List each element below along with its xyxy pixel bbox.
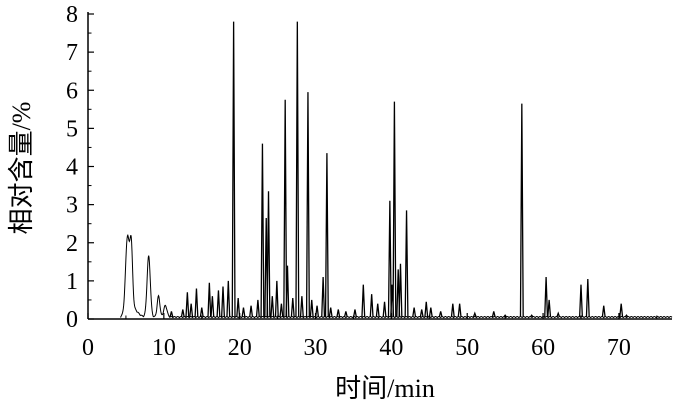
y-axis-label: 相对含量/% [7, 102, 36, 235]
trace-layer [120, 21, 673, 319]
y-tick-label: 1 [66, 269, 78, 295]
chromatogram-peak [260, 143, 265, 318]
x-tick-label: 60 [531, 335, 555, 361]
chromatogram-peak [283, 99, 288, 318]
chromatogram-peak [529, 314, 534, 318]
chromatogram-peak [305, 92, 310, 318]
chromatogram-peak [412, 307, 417, 318]
chromatogram-peak [315, 305, 320, 318]
chromatogram-peak [369, 294, 374, 318]
chromatogram-peak [189, 303, 194, 318]
y-tick-label: 3 [66, 193, 78, 219]
chromatogram-peak [556, 311, 561, 318]
chromatogram-peak [169, 311, 174, 318]
chromatogram-peak [220, 286, 226, 318]
chromatogram-peak [309, 299, 314, 318]
chromatogram-peak [491, 311, 496, 318]
chromatogram-peak [249, 305, 254, 318]
chromatogram-peak [295, 21, 300, 318]
x-axis-label: 时间/min [335, 374, 435, 403]
y-tick-label: 5 [66, 116, 78, 142]
chromatogram-peak [424, 301, 429, 318]
chromatogram-peak [299, 296, 304, 318]
chromatogram-peak [343, 311, 348, 318]
chromatogram-peak [290, 297, 295, 318]
y-tick-label: 7 [66, 40, 78, 66]
chromatogram-peak [601, 305, 606, 318]
axis-layer: 0 1 2 3 4 5 6 7 8 0 10 20 30 40 50 60 70 [66, 2, 672, 361]
chromatogram-peak [231, 21, 236, 318]
y-tick-label: 4 [66, 155, 78, 181]
x-tick-label: 10 [152, 335, 176, 361]
chromatogram-peak [324, 153, 329, 318]
chromatogram-peak [361, 284, 366, 318]
chromatogram-peak [519, 103, 524, 318]
y-tick-label: 8 [66, 2, 78, 28]
chromatogram-peak [328, 307, 333, 318]
y-tick-label: 0 [66, 307, 78, 333]
chromatogram-peak [392, 101, 397, 318]
chromatogram-peak [398, 263, 403, 318]
x-tick-label: 70 [607, 335, 631, 361]
chromatogram-peak [180, 309, 185, 318]
chromatogram-peak [578, 284, 583, 318]
chromatogram-peak [194, 288, 199, 318]
chromatogram-peak [210, 296, 215, 318]
chromatogram-peak [624, 314, 629, 318]
chromatogram-peak [255, 299, 260, 318]
x-tick-label: 0 [82, 335, 94, 361]
chromatogram-peak [274, 280, 279, 318]
chromatogram-peak [321, 277, 326, 318]
chromatogram-peak [438, 311, 443, 318]
chromatogram-peak [279, 303, 284, 318]
y-tick-label: 6 [66, 78, 78, 104]
chromatogram-peak [503, 314, 508, 318]
x-tick-label: 20 [228, 335, 252, 361]
chromatogram-peak [457, 303, 462, 318]
chromatogram-peak [547, 299, 552, 318]
x-tick-label: 50 [455, 335, 479, 361]
chromatogram-peak [285, 265, 290, 318]
chromatogram-peak [419, 309, 424, 318]
chromatogram-peak [472, 311, 477, 318]
chromatogram-peak [241, 307, 246, 318]
chromatogram-peak [428, 307, 433, 318]
chromatogram-peak [544, 277, 549, 318]
x-tick-label: 30 [304, 335, 328, 361]
y-tick-label: 2 [66, 231, 78, 257]
chromatogram-peak [336, 309, 341, 318]
chromatogram-peak [199, 307, 204, 318]
chromatogram-peak [207, 282, 212, 318]
chromatogram-peak [585, 278, 590, 318]
chromatogram-peak [270, 296, 275, 318]
chromatogram-peak [352, 309, 357, 318]
chromatogram-peak [375, 303, 380, 318]
chromatogram-peak [404, 210, 409, 318]
chromatogram-peak [226, 280, 231, 318]
chromatogram-peak [236, 297, 241, 318]
x-tick-label: 40 [379, 335, 403, 361]
chromatogram-peak [266, 191, 271, 318]
chromatogram-peak [450, 303, 455, 318]
chromatogram-peak [382, 301, 387, 318]
chromatogram-peak [387, 200, 392, 318]
chromatogram-peak [619, 303, 624, 318]
chromatogram-peak [216, 290, 221, 318]
chromatogram-peak [185, 292, 190, 318]
